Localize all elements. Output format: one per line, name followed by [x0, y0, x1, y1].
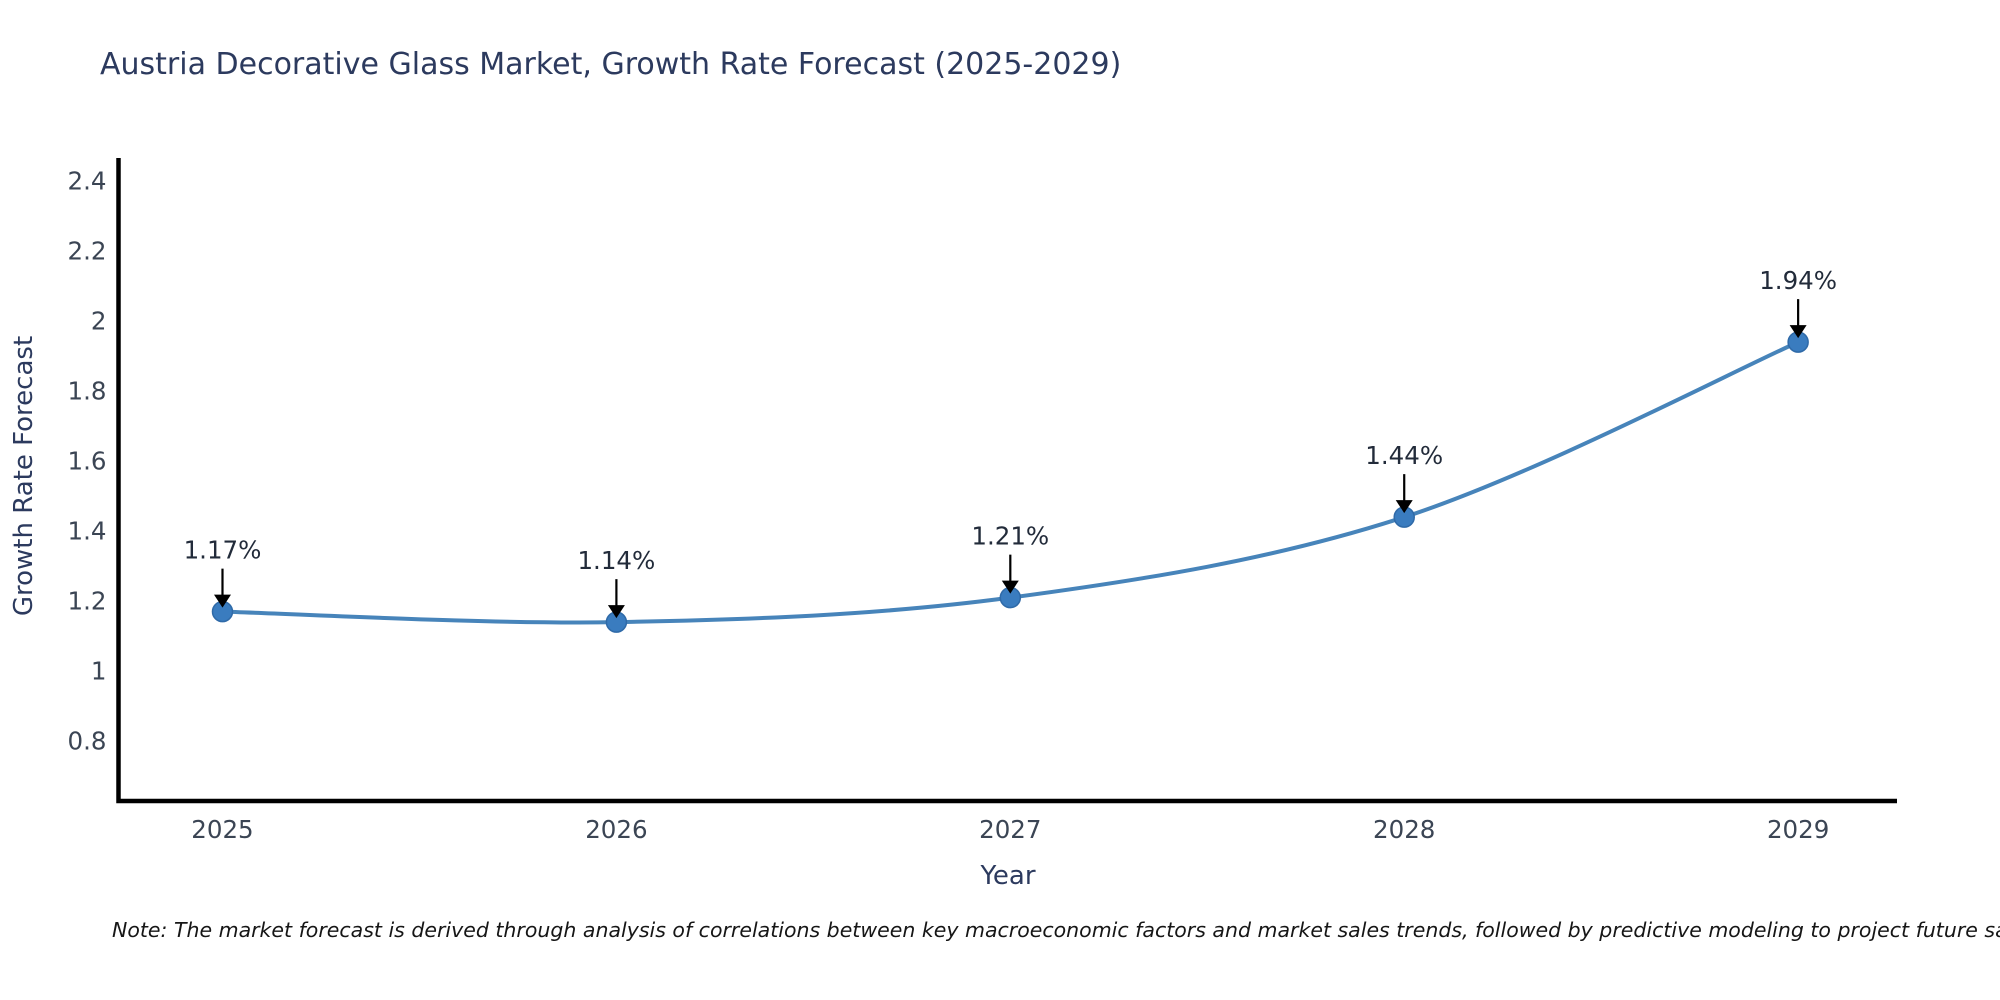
axis-spines: [116, 158, 1897, 804]
x-tick-label: 2027: [979, 815, 1041, 844]
chart-title: Austria Decorative Glass Market, Growth …: [100, 47, 1122, 82]
footnote: Note: The market forecast is derived thr…: [112, 918, 2000, 942]
y-tick-label: 2: [91, 307, 107, 336]
annotation-arrow-head: [1395, 500, 1413, 514]
x-axis-label: Year: [980, 861, 1036, 891]
y-tick-label: 1.4: [68, 517, 107, 546]
x-tick-label: 2026: [585, 815, 647, 844]
y-tick-label: 1.6: [68, 447, 107, 476]
y-tick-label: 1.2: [68, 587, 107, 616]
annotation-arrow-head: [213, 594, 231, 608]
annotation-arrow-head: [1789, 325, 1807, 339]
point-annotation: 1.94%: [1759, 266, 1837, 295]
point-annotation: 1.14%: [577, 546, 655, 575]
y-tick-label: 2.4: [68, 167, 107, 196]
y-tick-label: 1: [91, 657, 107, 686]
x-tick-label: 2025: [191, 815, 253, 844]
point-annotation: 1.21%: [971, 522, 1049, 551]
y-tick-label: 1.8: [68, 377, 107, 406]
annotation-arrow-head: [1001, 580, 1019, 594]
y-tick-label: 0.8: [68, 727, 107, 756]
annotation-arrow-head: [607, 605, 625, 619]
x-tick-label: 2029: [1767, 815, 1829, 844]
x-tick-label: 2028: [1373, 815, 1435, 844]
point-annotation: 1.44%: [1365, 441, 1443, 470]
point-annotation: 1.17%: [184, 536, 262, 565]
y-tick-label: 2.2: [68, 237, 107, 266]
